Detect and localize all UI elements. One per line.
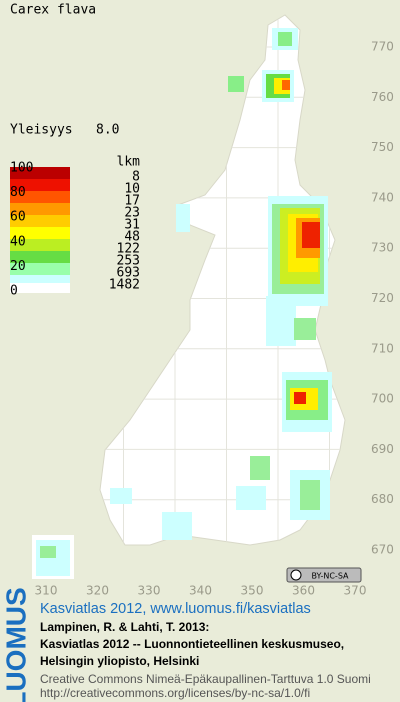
northing-label: 690: [371, 442, 394, 456]
legend-scale-label: 40: [10, 234, 26, 249]
credit-heading: Kasviatlas 2012, www.luomus.fi/kasviatla…: [40, 601, 311, 617]
easting-label: 370: [344, 584, 367, 598]
easting-label: 320: [86, 584, 109, 598]
northing-label: 750: [371, 140, 394, 154]
legend-count: 17: [124, 194, 140, 209]
occurrence-cells: [36, 28, 332, 576]
northing-label: 720: [371, 291, 394, 305]
license-badge: BY-NC-SA: [286, 567, 362, 583]
license-badge-text: BY-NC-SA: [311, 572, 349, 581]
credit-line: Lampinen, R. & Lahti, T. 2013:: [40, 620, 209, 634]
credit-line: http://creativecommons.org/licenses/by-n…: [40, 686, 310, 700]
easting-label: 340: [189, 584, 212, 598]
credit-line: Kasviatlas 2012 -- Luonnontieteellinen k…: [40, 637, 344, 651]
frequency-value: 8.0: [96, 123, 119, 138]
legend-count: 23: [124, 206, 140, 221]
legend-count: 8: [132, 170, 140, 185]
easting-label: 360: [292, 584, 315, 598]
northing-label: 730: [371, 241, 394, 255]
northing-label: 710: [371, 341, 394, 355]
legend-count: 693: [117, 266, 140, 281]
legend-count: 1482: [109, 278, 140, 293]
legend-count: 31: [124, 218, 140, 233]
legend-count: 122: [117, 242, 140, 257]
legend-count: 253: [117, 254, 140, 269]
credit-line: Creative Commons Nimeä-Epäkaupallinen-Ta…: [40, 672, 371, 686]
legend-count: 10: [124, 182, 140, 197]
legend-scale-label: 100: [10, 161, 33, 176]
logo: LUOMUS: [0, 587, 31, 702]
legend-scale-label: 20: [10, 259, 26, 274]
legend-scale-label: 60: [10, 210, 26, 225]
northing-label: 740: [371, 190, 394, 204]
northing-label: 760: [371, 90, 394, 104]
easting-label: 310: [35, 584, 58, 598]
northing-label: 670: [371, 543, 394, 557]
legend-count: 48: [124, 230, 140, 245]
easting-label: 350: [241, 584, 264, 598]
easting-label: 330: [138, 584, 161, 598]
legend-header: lkm: [117, 155, 141, 170]
map-title: Carex flava: [10, 3, 96, 18]
legend-scale-label: 80: [10, 185, 26, 200]
northing-label: 680: [371, 492, 394, 506]
northing-label: 770: [371, 40, 394, 54]
credit-line: Helsingin yliopisto, Helsinki: [40, 654, 199, 668]
legend-color-bar: [10, 167, 70, 293]
northing-label: 700: [371, 392, 394, 406]
frequency-label: Yleisyys: [10, 123, 73, 138]
legend-scale-label: 0: [10, 284, 18, 299]
